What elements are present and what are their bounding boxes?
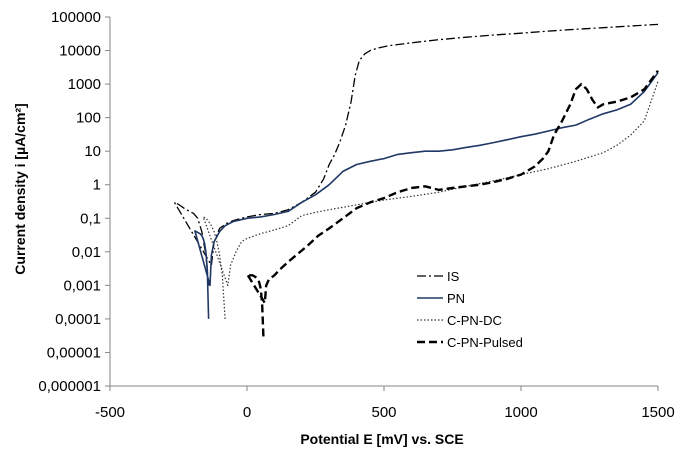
- y-tick-label: 100000: [51, 9, 101, 26]
- x-tick-label: -500: [95, 404, 125, 421]
- x-tick-label: 0: [243, 404, 251, 421]
- y-tick-label: 0,001: [63, 277, 101, 294]
- y-tick-label: 0,1: [80, 210, 101, 227]
- y-tick-label: 0,00001: [47, 344, 101, 361]
- y-tick-label: 0,000001: [38, 378, 101, 395]
- x-tick-label: 500: [371, 404, 396, 421]
- plot-area: -500 0 500 1000 1500 0,0000010,000010,00010,…: [38, 9, 674, 421]
- legend-label: C-PN-Pulsed: [447, 335, 523, 350]
- y-tick-label: 0,0001: [55, 311, 101, 328]
- series-line-is: [173, 23, 659, 286]
- x-tick-label: 1000: [504, 404, 537, 421]
- x-axis-title: Potential E [mV] vs. SCE: [300, 431, 463, 447]
- y-axis-title: Current density i [µA/cm²]: [12, 103, 28, 274]
- legend-label: C-PN-DC: [447, 313, 502, 328]
- y-tick-label: 1000: [68, 76, 101, 93]
- legend: IS PN C-PN-DC C-PN-Pulsed: [417, 269, 523, 350]
- y-tick-label: 10: [84, 143, 101, 160]
- y-tick-label: 100: [76, 110, 101, 127]
- series-line-c-pn-pulsed: [245, 69, 659, 337]
- series-line-c-pn-dc: [202, 81, 659, 319]
- y-tick-label: 1: [93, 177, 101, 194]
- y-axis-ticks: 0,000001 0,00001 0,0001 0,001 0,01 0,1 1 10 100 1…: [38, 9, 110, 395]
- y-tick-label: 0,01: [72, 244, 101, 261]
- x-tick-label: 1500: [641, 404, 674, 421]
- series-line-pn: [194, 72, 659, 319]
- x-axis-ticks: -500 0 500 1000 1500: [95, 386, 675, 421]
- legend-label: IS: [447, 269, 460, 284]
- y-tick-label: 10000: [59, 43, 101, 60]
- series-layer: [173, 23, 659, 337]
- legend-label: PN: [447, 291, 465, 306]
